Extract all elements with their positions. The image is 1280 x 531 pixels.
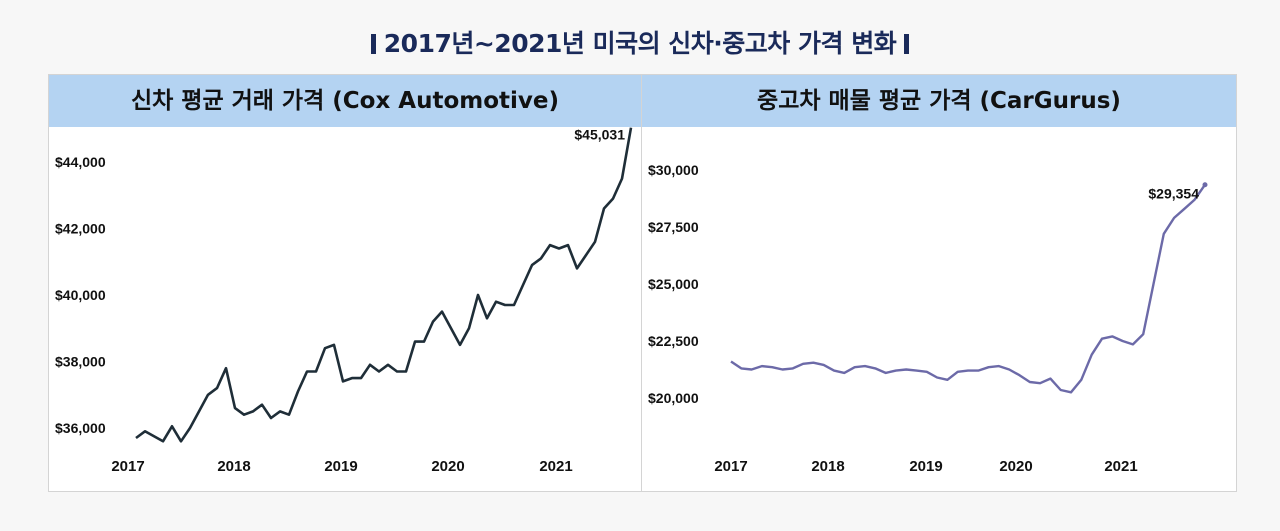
used-car-last-point-marker xyxy=(1202,182,1208,188)
y-tick-label: $20,000 xyxy=(648,390,699,406)
x-tick-label: 2021 xyxy=(539,458,572,475)
title-bar-right xyxy=(904,34,910,54)
new-car-last-value-label: $45,031 xyxy=(574,127,625,143)
y-tick-label: $27,500 xyxy=(648,219,699,235)
y-tick-label: $44,000 xyxy=(55,154,106,170)
used-car-price-line xyxy=(730,184,1206,394)
x-tick-label: 2021 xyxy=(1104,458,1137,475)
new-car-price-line xyxy=(135,127,633,443)
x-tick-label: 2017 xyxy=(714,458,747,475)
used-car-line-chart: $30,000 $27,500 $25,000 $22,500 $20,000 2017… xyxy=(648,162,1208,475)
y-tick-label: $36,000 xyxy=(55,420,106,436)
x-tick-label: 2019 xyxy=(324,458,357,475)
x-axis-ticks: 2017 2018 2019 2020 2021 xyxy=(714,458,1137,475)
title-bar-left xyxy=(370,34,376,54)
page-title: 2017년~2021년 미국의 신차·중고차 가격 변화 xyxy=(0,24,1280,60)
y-tick-label: $22,500 xyxy=(648,333,699,349)
y-axis-ticks: $44,000 $42,000 $40,000 $38,000 $36,000 xyxy=(55,154,106,436)
x-tick-label: 2020 xyxy=(999,458,1032,475)
y-tick-label: $30,000 xyxy=(648,162,699,178)
x-tick-label: 2018 xyxy=(217,458,250,475)
x-tick-label: 2018 xyxy=(811,458,844,475)
y-tick-label: $42,000 xyxy=(55,221,106,237)
used-car-chart-header: 중고차 매물 평균 가격 (CarGurus) xyxy=(642,75,1236,127)
y-axis-ticks: $30,000 $27,500 $25,000 $22,500 $20,000 xyxy=(648,162,699,406)
x-axis-ticks: 2017 2018 2019 2020 2021 xyxy=(111,458,572,475)
y-tick-label: $38,000 xyxy=(55,354,106,370)
used-car-last-value-label: $29,354 xyxy=(1148,186,1199,202)
used-car-chart-panel: 중고차 매물 평균 가격 (CarGurus) $30,000 $27,500 $2… xyxy=(641,74,1237,492)
x-tick-label: 2019 xyxy=(909,458,942,475)
x-tick-label: 2017 xyxy=(111,458,144,475)
y-tick-label: $40,000 xyxy=(55,287,106,303)
new-car-chart-panel: 신차 평균 거래 가격 (Cox Automotive) $44,000 $42,… xyxy=(48,74,642,492)
title-text: 2017년~2021년 미국의 신차·중고차 가격 변화 xyxy=(383,29,897,58)
new-car-chart-header: 신차 평균 거래 가격 (Cox Automotive) xyxy=(49,75,641,127)
x-tick-label: 2020 xyxy=(431,458,464,475)
y-tick-label: $25,000 xyxy=(648,276,699,292)
new-car-line-chart: $44,000 $42,000 $40,000 $38,000 $36,000 2017… xyxy=(55,127,633,475)
